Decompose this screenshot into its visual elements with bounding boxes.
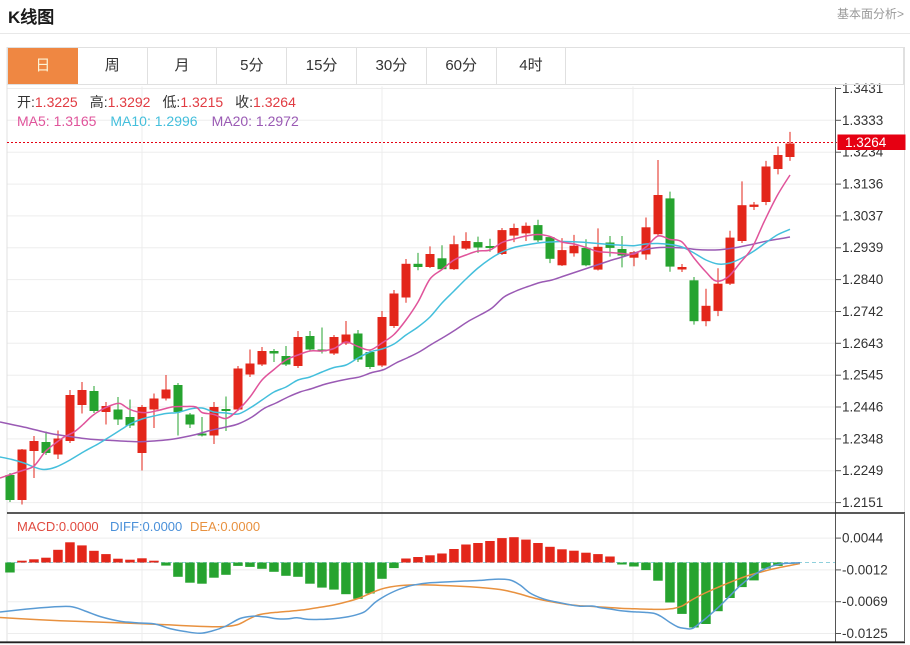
svg-text:1.2840: 1.2840: [842, 272, 883, 287]
svg-text:DEA:0.0000: DEA:0.0000: [190, 519, 260, 534]
svg-text:0.0044: 0.0044: [842, 531, 884, 546]
svg-text:-0.0012: -0.0012: [842, 562, 888, 577]
svg-text:1.2643: 1.2643: [842, 336, 883, 351]
svg-text:MACD:0.0000: MACD:0.0000: [17, 519, 99, 534]
svg-text:1.2446: 1.2446: [842, 400, 883, 415]
svg-text:-0.0125: -0.0125: [842, 626, 888, 641]
svg-text:1.3136: 1.3136: [842, 177, 883, 192]
svg-text:1.2348: 1.2348: [842, 431, 883, 446]
svg-text:1.3333: 1.3333: [842, 113, 883, 128]
svg-text:1.2249: 1.2249: [842, 463, 883, 478]
svg-text:1.2545: 1.2545: [842, 368, 883, 383]
svg-text:DIFF:0.0000: DIFF:0.0000: [110, 519, 182, 534]
svg-text:1.2939: 1.2939: [842, 240, 883, 255]
svg-text:1.2151: 1.2151: [842, 495, 883, 510]
svg-text:1.3264: 1.3264: [845, 135, 887, 150]
svg-text:1.3037: 1.3037: [842, 208, 883, 223]
svg-text:1.2742: 1.2742: [842, 304, 883, 319]
svg-text:-0.0069: -0.0069: [842, 594, 888, 609]
